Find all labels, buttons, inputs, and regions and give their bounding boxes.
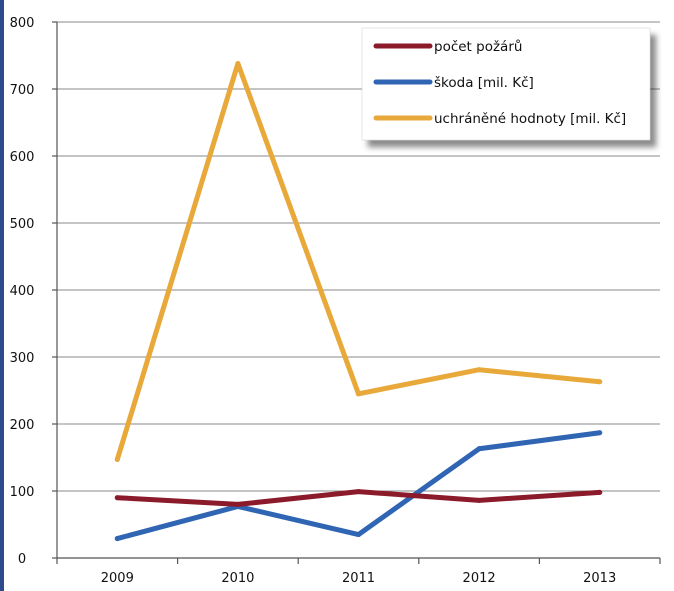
series-0-point: [356, 489, 361, 495]
x-tick-labels: 2009 2010 2011 2012 2013: [101, 571, 616, 586]
series-2-point: [356, 391, 361, 397]
series-lines: [114, 61, 603, 542]
x-tick-label: 2013: [583, 571, 616, 586]
legend-label-1: škoda [mil. Kč]: [434, 75, 534, 91]
series-1-point: [114, 536, 120, 542]
series-2-point: [597, 379, 603, 385]
y-tick-label: 200: [10, 418, 35, 433]
series-1-point: [476, 446, 482, 452]
x-tick-label: 2012: [463, 571, 496, 586]
y-tick-label: 0: [18, 552, 26, 567]
series-0-point: [476, 497, 482, 503]
series-0-point: [235, 501, 241, 507]
y-tick-label: 500: [10, 217, 35, 232]
y-tick-label: 800: [10, 16, 35, 31]
y-tick-label: 300: [10, 351, 35, 366]
axes: [52, 21, 661, 564]
series-0-point: [114, 495, 120, 501]
series-1-point: [597, 430, 603, 436]
x-tick-label: 2011: [342, 571, 375, 586]
y-tick-label: 400: [10, 284, 35, 299]
y-tick-label: 100: [10, 485, 35, 500]
legend: počet požárů škoda [mil. Kč] uchráněné hod…: [361, 27, 651, 141]
series-2-point: [476, 367, 482, 373]
y-tick-labels: 0 100 200 300 400 500 600 700 800: [10, 16, 35, 567]
y-tick-label: 600: [10, 150, 35, 165]
series-line-1: [114, 430, 603, 542]
series-2-point: [114, 457, 120, 463]
series-0-point: [597, 489, 603, 495]
legend-label-0: počet požárů: [434, 39, 522, 55]
x-tick-label: 2009: [101, 571, 134, 586]
series-2-point: [235, 61, 241, 67]
series-1-point: [356, 532, 361, 538]
legend-label-2: uchráněné hodnoty [mil. Kč]: [434, 111, 626, 127]
grid-lines: [57, 21, 660, 492]
y-tick-label: 700: [10, 83, 35, 98]
left-accent-bar: [0, 0, 4, 591]
x-tick-label: 2010: [221, 571, 254, 586]
